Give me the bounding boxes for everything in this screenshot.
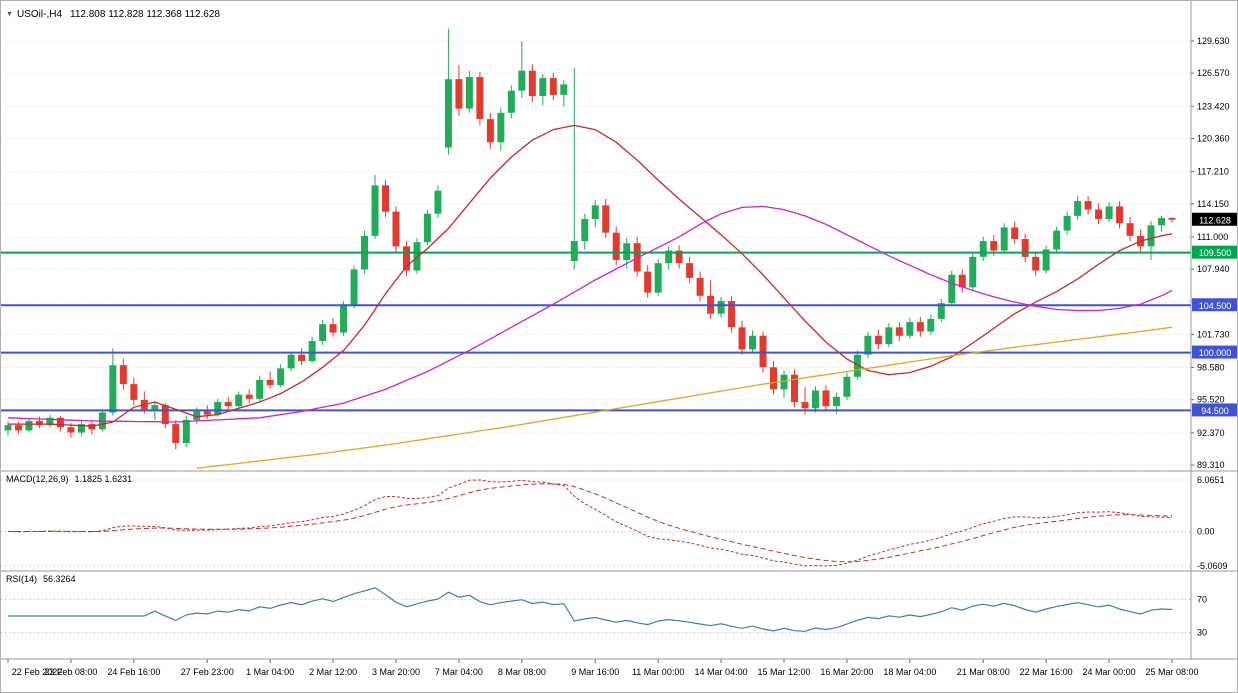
rsi-value: 56.3264	[43, 574, 76, 584]
price-tick-label: 89.310	[1197, 460, 1225, 470]
price-tick-label: 117.210	[1197, 167, 1229, 177]
price-badge-109500-label: 109.500	[1199, 248, 1232, 258]
ma-fast-line	[8, 124, 1173, 427]
price-badge-94500	[1192, 403, 1237, 417]
ohlc-readout: 112.808 112.828 112.368 112.628	[70, 9, 220, 20]
macd-signal-line	[8, 483, 1173, 563]
symbol-dropdown-icon[interactable]: ▼	[6, 11, 13, 18]
macd-axis-label: -5.0609	[1197, 561, 1228, 571]
macd-axis-label: 6.0651	[1197, 475, 1225, 485]
ma-slow-line	[196, 326, 1173, 469]
price-tick-label: 123.420	[1197, 101, 1230, 111]
rsi-level-label: 30	[1197, 627, 1207, 637]
time-tick-label: 9 Mar 16:00	[571, 667, 619, 677]
macd-values: 1.1825 1.6231	[75, 474, 133, 484]
price-tick-label: 92.370	[1197, 428, 1225, 438]
symbol-title: USOil-,H4 112.808 112.828 112.368 112.628	[17, 9, 220, 20]
time-tick-label: 15 Mar 12:00	[757, 667, 810, 677]
time-tick-label: 8 Mar 08:00	[498, 667, 546, 677]
ma-medium-line	[7, 205, 1173, 423]
time-tick-label: 21 Mar 08:00	[957, 667, 1010, 677]
price-badge-100000	[1192, 345, 1237, 359]
price-scale[interactable]: 129.630 126.570 123.420 120.360 117.210 114.1…	[1191, 36, 1230, 470]
current-price-badge-label: 112.628	[1199, 215, 1231, 225]
time-tick-label: 3 Mar 20:00	[372, 667, 420, 677]
price-tick-label: 126.570	[1197, 68, 1230, 78]
price-tick-label: 111.000	[1197, 232, 1228, 242]
macd-axis-label: 0.00	[1197, 526, 1215, 536]
time-tick-label: 2 Mar 12:00	[309, 667, 357, 677]
price-tick-label: 107.940	[1197, 264, 1230, 274]
price-tick-label: 98.580	[1197, 363, 1225, 373]
rsi-line	[8, 587, 1173, 632]
price-badge-94500-label: 94.500	[1201, 406, 1229, 416]
price-tick-label: 120.360	[1197, 133, 1230, 143]
time-tick-label: 24 Feb 16:00	[107, 667, 160, 677]
price-tick-label: 114.150	[1197, 199, 1229, 209]
time-tick-label: 23 Feb 08:00	[44, 667, 97, 677]
current-price-badge	[1192, 212, 1237, 226]
macd-main-line	[7, 479, 1173, 567]
time-tick-label: 14 Mar 04:00	[695, 667, 748, 677]
price-tick-label: 129.630	[1197, 36, 1230, 46]
time-tick-label: 11 Mar 00:00	[632, 667, 684, 677]
macd-title: MACD(12,26,9) 1.1825 1.6231	[6, 474, 132, 484]
price-badge-100000-label: 100.000	[1199, 348, 1232, 358]
rsi-panel: 70 30	[1, 587, 1207, 637]
time-tick-label: 22 Mar 16:00	[1020, 667, 1073, 677]
time-tick-label: 18 Mar 04:00	[883, 667, 936, 677]
time-tick-label: 25 Mar 08:00	[1145, 667, 1198, 677]
price-badges-layer: 112.628 109.500 104.500 100.000 94.500	[1192, 212, 1237, 417]
rsi-label: RSI(14)	[6, 574, 37, 584]
price-badge-104500	[1192, 298, 1237, 312]
price-tick-label: 101.730	[1197, 329, 1230, 339]
time-tick-label: 1 Mar 04:00	[246, 667, 294, 677]
time-tick-label: 7 Mar 04:00	[435, 667, 483, 677]
time-tick-label: 27 Feb 23:00	[181, 667, 234, 677]
panel-separators	[1, 1, 1237, 660]
macd-panel: 6.0651 0.00 -5.0609	[1, 475, 1228, 571]
candles-layer	[4, 28, 1176, 450]
time-tick-label: 22 Feb 2022	[12, 667, 63, 677]
time-tick-label: 16 Mar 20:00	[820, 667, 873, 677]
time-tick-label: 24 Mar 00:00	[1083, 667, 1136, 677]
rsi-title: RSI(14) 56.3264	[6, 574, 76, 584]
symbol-period-label: USOil-,H4	[17, 9, 62, 20]
horizontal-lines-layer[interactable]	[1, 251, 1191, 412]
moving-averages-layer	[7, 124, 1173, 469]
price-badge-104500-label: 104.500	[1199, 301, 1232, 311]
rsi-level-label: 70	[1197, 595, 1207, 605]
price-badge-109500	[1192, 245, 1237, 259]
price-tick-label: 95.520	[1197, 395, 1225, 405]
grid-layer	[1, 40, 1191, 466]
macd-label: MACD(12,26,9)	[6, 474, 69, 484]
